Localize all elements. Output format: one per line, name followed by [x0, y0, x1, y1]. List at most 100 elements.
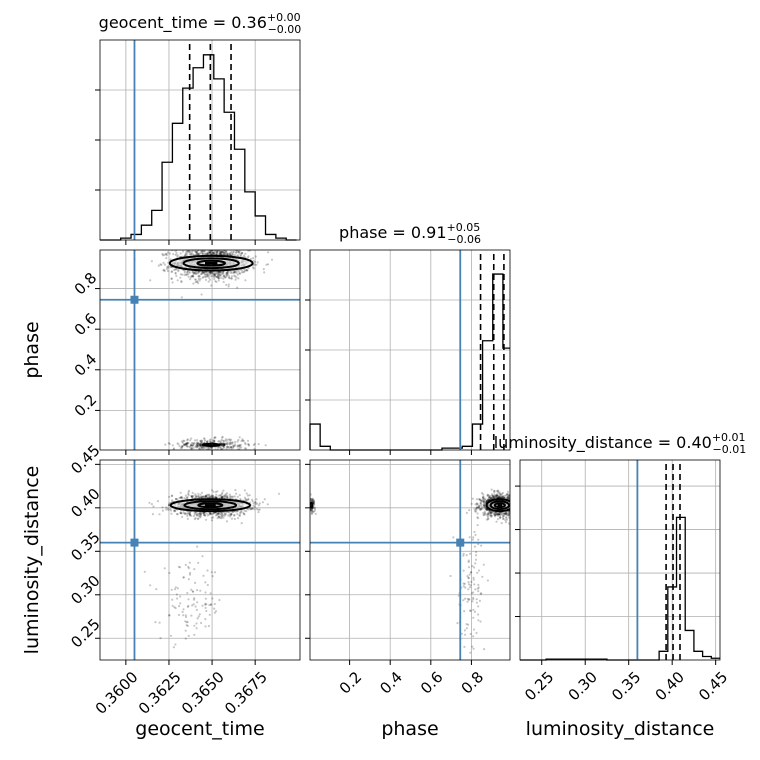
sample-point: [492, 496, 495, 499]
sample-point: [257, 508, 260, 511]
sample-point: [198, 512, 201, 515]
sample-point: [485, 508, 488, 511]
sample-point: [251, 500, 254, 503]
sample-point: [263, 271, 266, 274]
sample-point: [228, 270, 231, 273]
histogram-phase: [309, 273, 510, 451]
sample-point: [241, 438, 244, 441]
sample-point: [224, 443, 227, 446]
sample-point: [505, 513, 508, 516]
sample-point: [206, 273, 209, 276]
sample-point: [311, 511, 314, 515]
sample-point: [475, 554, 478, 557]
sample-point: [171, 604, 174, 607]
sample-point: [200, 439, 203, 442]
sample-point: [195, 445, 198, 448]
sample-point: [201, 271, 204, 274]
sample-point: [174, 250, 177, 252]
sample-point: [168, 571, 171, 575]
sample-point: [497, 512, 501, 516]
sample-point: [499, 516, 502, 519]
sample-point: [204, 495, 207, 498]
sample-point: [253, 263, 256, 266]
sample-point: [230, 271, 233, 275]
sample-point: [217, 277, 221, 280]
sample-point: [254, 255, 257, 258]
sample-point: [249, 508, 252, 511]
sample-point: [179, 276, 182, 279]
sample-point: [490, 493, 494, 496]
sample-point: [477, 613, 480, 616]
sample-point: [177, 268, 180, 271]
sample-point: [477, 543, 480, 546]
sample-point: [223, 440, 226, 443]
sample-point: [483, 648, 486, 651]
sample-point: [171, 444, 174, 447]
sample-point: [212, 274, 215, 277]
sample-point: [218, 598, 221, 602]
sample-point: [197, 442, 200, 445]
sample-point: [195, 442, 198, 445]
sample-point: [223, 276, 227, 279]
hist-panel-phase: phase = 0.91+0.05 −0.06: [305, 221, 511, 455]
sample-point: [479, 592, 482, 595]
sample-point: [217, 515, 220, 518]
sample-point: [189, 513, 192, 516]
sample-point: [200, 495, 203, 498]
sample-point: [502, 514, 505, 517]
sample-point: [184, 253, 187, 256]
sample-point: [187, 250, 190, 253]
sample-point: [249, 257, 252, 260]
sample-point: [170, 270, 174, 273]
sample-point: [168, 614, 171, 617]
sample-point: [222, 516, 225, 519]
sample-point: [233, 495, 236, 498]
sample-point: [500, 492, 504, 496]
sample-point: [232, 445, 235, 448]
sample-point: [198, 512, 201, 516]
sample-point: [197, 615, 200, 618]
sample-point: [228, 451, 230, 453]
sample-point: [215, 247, 217, 249]
sample-point: [170, 270, 173, 273]
sample-point: [167, 504, 170, 507]
sample-point: [496, 513, 499, 516]
sample-point: [178, 496, 181, 500]
sample-point: [184, 563, 187, 567]
sample-point: [165, 252, 168, 256]
sample-point: [234, 278, 237, 281]
sample-point: [187, 567, 190, 570]
sample-point: [225, 495, 228, 498]
sample-point: [175, 268, 178, 271]
sample-point: [217, 277, 220, 280]
sample-point: [497, 514, 500, 517]
sample-point: [216, 250, 219, 253]
sample-point: [223, 442, 226, 446]
sample-point: [176, 254, 179, 257]
sample-point: [229, 512, 233, 515]
sample-point: [494, 494, 497, 497]
sample-point: [205, 609, 208, 613]
sample-point: [482, 498, 486, 501]
sample-point: [468, 536, 471, 539]
sample-point: [175, 251, 178, 254]
sample-point: [182, 439, 185, 442]
sample-point: [478, 498, 481, 501]
sample-point: [474, 562, 477, 565]
sample-point: [199, 512, 202, 515]
sample-point: [507, 511, 510, 515]
contour-1: [489, 500, 510, 511]
sample-point: [480, 592, 483, 595]
sample-point: [214, 275, 217, 278]
sample-point: [211, 489, 214, 492]
sample-point: [212, 252, 215, 255]
sample-point: [213, 273, 216, 276]
sample-point: [234, 440, 237, 444]
sample-point: [178, 445, 181, 448]
sample-point: [204, 494, 207, 497]
sample-point: [199, 443, 202, 446]
sample-point: [484, 507, 487, 510]
sample-point: [310, 500, 313, 503]
sample-point: [235, 251, 238, 254]
sample-point: [505, 512, 508, 516]
